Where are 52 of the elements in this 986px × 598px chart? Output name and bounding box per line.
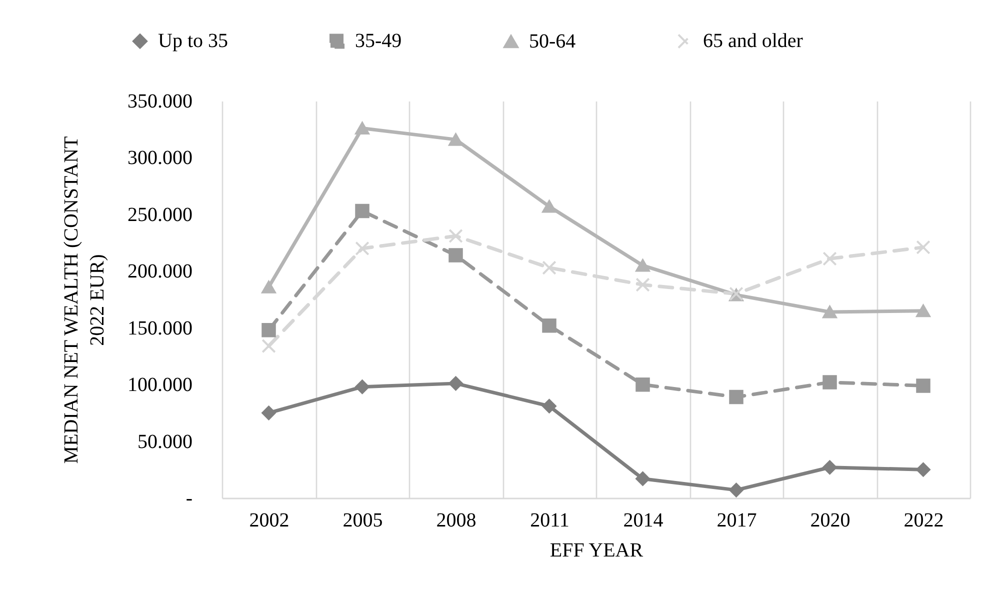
point bbox=[448, 376, 463, 391]
y-tick-label: 150.000 bbox=[128, 317, 192, 340]
point bbox=[916, 462, 930, 477]
x-axis-title: EFF YEAR bbox=[550, 540, 644, 562]
legend-label: 65 and older bbox=[703, 30, 804, 52]
point bbox=[822, 375, 837, 390]
y-tick-label: 200.000 bbox=[128, 260, 192, 283]
y-tick-label: 100.000 bbox=[128, 374, 192, 396]
x-tick-label: 2008 bbox=[436, 510, 476, 532]
x-tick-label: 2005 bbox=[342, 510, 383, 532]
y-axis-title: MEDIAN NET WEALTH (CONSTANT 2022 EUR) bbox=[60, 136, 108, 464]
y-tick-label: 350.000 bbox=[128, 90, 192, 112]
point bbox=[916, 378, 930, 393]
point bbox=[822, 306, 837, 318]
point bbox=[448, 248, 463, 262]
point bbox=[636, 472, 650, 486]
point bbox=[448, 228, 463, 244]
point bbox=[542, 200, 556, 213]
point bbox=[355, 204, 370, 218]
point bbox=[542, 399, 556, 414]
point bbox=[822, 460, 837, 474]
point bbox=[729, 390, 744, 404]
point bbox=[355, 122, 370, 135]
point bbox=[262, 280, 276, 294]
legend-label: 50-64 bbox=[529, 30, 576, 52]
y-tick-label: 250.000 bbox=[128, 204, 192, 226]
point bbox=[916, 240, 930, 254]
x-tick-label: 2017 bbox=[716, 510, 757, 532]
point bbox=[448, 133, 463, 146]
point bbox=[636, 259, 650, 272]
y-tick-label: - bbox=[186, 488, 192, 510]
point bbox=[636, 377, 650, 392]
x-tick-label: 2022 bbox=[904, 510, 944, 532]
legend-label: Up to 35 bbox=[158, 30, 228, 52]
point bbox=[916, 304, 930, 318]
point bbox=[355, 241, 370, 256]
x-tick-label: 2020 bbox=[810, 510, 850, 532]
y-tick-label: 50.000 bbox=[138, 430, 192, 453]
point bbox=[262, 338, 276, 354]
x-tick-label: 2014 bbox=[623, 510, 664, 532]
x-tick-label: 2011 bbox=[530, 510, 570, 532]
point bbox=[355, 380, 370, 394]
y-tick-label: 300.000 bbox=[128, 147, 192, 170]
point bbox=[822, 252, 837, 266]
point bbox=[542, 260, 556, 275]
point bbox=[262, 406, 276, 420]
point bbox=[262, 323, 276, 338]
point bbox=[542, 318, 556, 333]
point bbox=[729, 482, 744, 498]
legend-label: 35-49 bbox=[355, 30, 402, 52]
point bbox=[636, 278, 650, 292]
x-tick-label: 2002 bbox=[249, 510, 290, 532]
